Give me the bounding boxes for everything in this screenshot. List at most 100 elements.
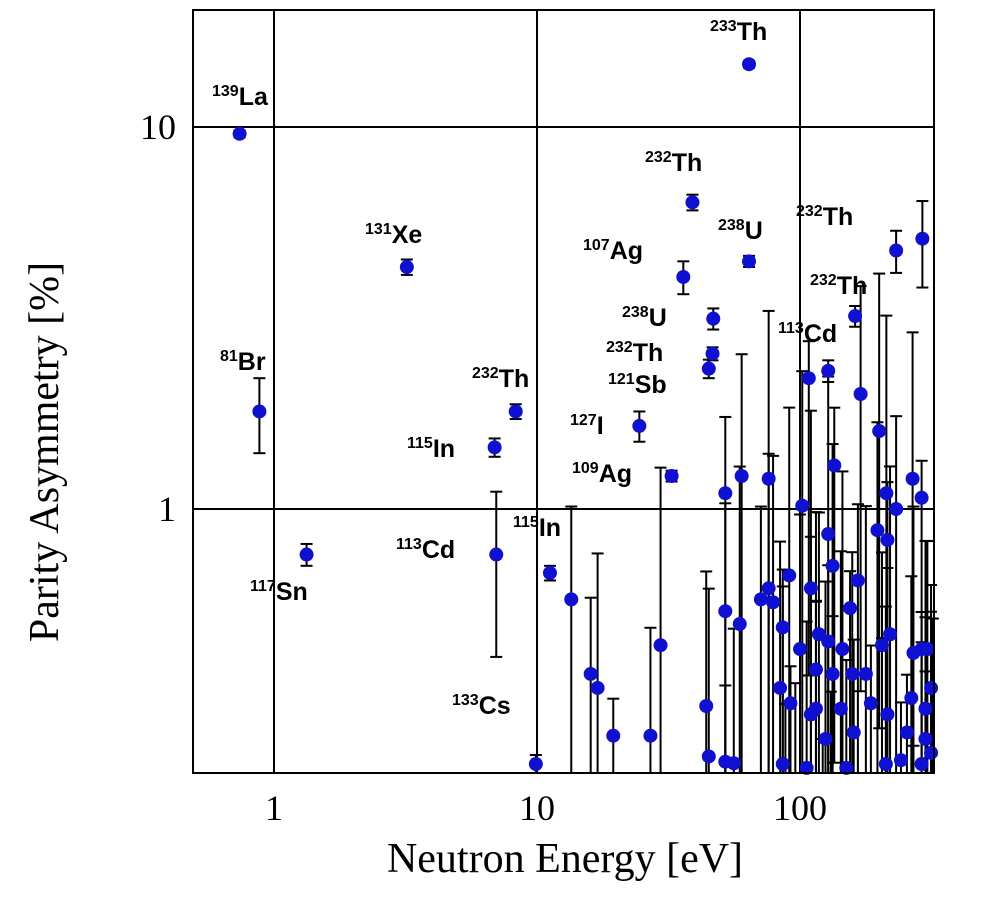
data-point — [685, 195, 700, 210]
isotope-symbol: Xe — [392, 221, 423, 249]
data-point — [801, 371, 816, 386]
isotope-mass: 113 — [396, 536, 422, 553]
data-point — [489, 547, 504, 562]
data-point — [508, 404, 523, 419]
isotope-symbol: Br — [238, 348, 266, 376]
isotope-mass: 133 — [452, 692, 479, 709]
data-point — [782, 568, 797, 583]
data-point — [915, 231, 930, 246]
data-point — [761, 581, 776, 596]
data-point — [299, 547, 314, 562]
data-point — [742, 254, 757, 269]
data-point — [905, 471, 920, 486]
isotope-label: 113Cd — [396, 536, 455, 564]
data-point — [858, 666, 873, 681]
isotope-symbol: Ag — [610, 237, 643, 265]
data-point — [775, 757, 790, 772]
data-point — [821, 363, 836, 378]
data-point — [827, 458, 842, 473]
data-point — [590, 680, 605, 695]
isotope-symbol: Th — [672, 149, 703, 177]
data-point — [718, 604, 733, 619]
data-point — [718, 486, 733, 501]
isotope-symbol: Th — [737, 18, 768, 46]
isotope-label: 115In — [407, 435, 455, 463]
isotope-mass: 131 — [365, 221, 392, 238]
data-point — [732, 616, 747, 631]
data-point — [793, 642, 807, 657]
data-point — [232, 126, 247, 141]
data-point — [825, 558, 840, 573]
isotope-mass: 117 — [250, 578, 276, 595]
isotope-symbol: U — [649, 304, 667, 332]
plot-frame — [192, 9, 935, 774]
data-point — [899, 725, 914, 740]
isotope-symbol: Th — [837, 272, 868, 300]
data-point — [803, 707, 818, 722]
data-point — [706, 311, 721, 326]
data-point — [701, 749, 716, 764]
isotope-label: 139La — [212, 83, 269, 111]
isotope-mass: 238 — [622, 304, 649, 321]
data-point — [878, 757, 893, 772]
isotope-mass: 232 — [645, 149, 672, 166]
data-point — [918, 701, 933, 716]
data-point — [252, 404, 267, 419]
data-point — [705, 346, 720, 361]
data-point — [753, 592, 768, 607]
isotope-label: 117Sn — [250, 578, 308, 606]
data-point — [850, 573, 865, 588]
data-point — [564, 592, 579, 607]
data-point — [766, 595, 781, 610]
data-point — [833, 701, 848, 716]
data-point — [664, 469, 679, 484]
isotope-mass: 232 — [810, 272, 837, 289]
data-point — [742, 57, 757, 72]
data-point — [803, 581, 818, 596]
data-point — [920, 642, 935, 657]
data-point — [701, 361, 716, 376]
data-point — [889, 243, 904, 258]
data-point — [399, 260, 414, 275]
isotope-label: 81Br — [220, 348, 266, 376]
data-point — [583, 666, 598, 681]
isotope-label: 107Ag — [583, 237, 643, 265]
y-tick-label: 10 — [140, 107, 176, 147]
data-point — [818, 731, 833, 746]
isotope-mass: 232 — [472, 365, 499, 382]
isotope-label: 232Th — [606, 339, 663, 367]
isotope-mass: 121 — [608, 371, 635, 388]
isotope-symbol: La — [239, 83, 269, 111]
data-point — [676, 269, 691, 284]
isotope-labels: 139La81Br117Sn131Xe115In113Cd232Th115In1… — [212, 18, 867, 720]
isotope-mass: 238 — [718, 217, 745, 234]
isotope-label: 131Xe — [365, 221, 422, 249]
isotope-symbol: Th — [823, 203, 854, 231]
data-point — [783, 696, 798, 711]
y-tick-label: 1 — [158, 489, 176, 529]
data-point — [843, 601, 858, 616]
isotope-label: 115In — [513, 514, 561, 542]
x-tick-label: 1 — [265, 788, 283, 828]
data-point — [528, 757, 543, 772]
data-points — [232, 57, 939, 775]
data-point — [924, 745, 939, 760]
data-point — [872, 424, 887, 439]
isotope-symbol: In — [433, 435, 455, 463]
data-point — [653, 638, 668, 653]
data-point — [839, 760, 854, 775]
isotope-symbol: Sn — [276, 578, 308, 606]
isotope-mass: 233 — [710, 18, 737, 35]
isotope-label: 121Sb — [608, 371, 667, 399]
isotope-label: 232Th — [796, 203, 853, 231]
isotope-symbol: U — [745, 217, 763, 245]
x-tick-label: 100 — [773, 788, 827, 828]
data-point — [914, 490, 929, 505]
isotope-symbol: Th — [499, 365, 530, 393]
data-point — [699, 698, 714, 713]
data-point — [775, 620, 790, 635]
isotope-symbol: In — [539, 514, 561, 542]
data-point — [880, 532, 895, 547]
isotope-symbol: Cd — [804, 320, 837, 348]
isotope-label: 232Th — [810, 272, 867, 300]
